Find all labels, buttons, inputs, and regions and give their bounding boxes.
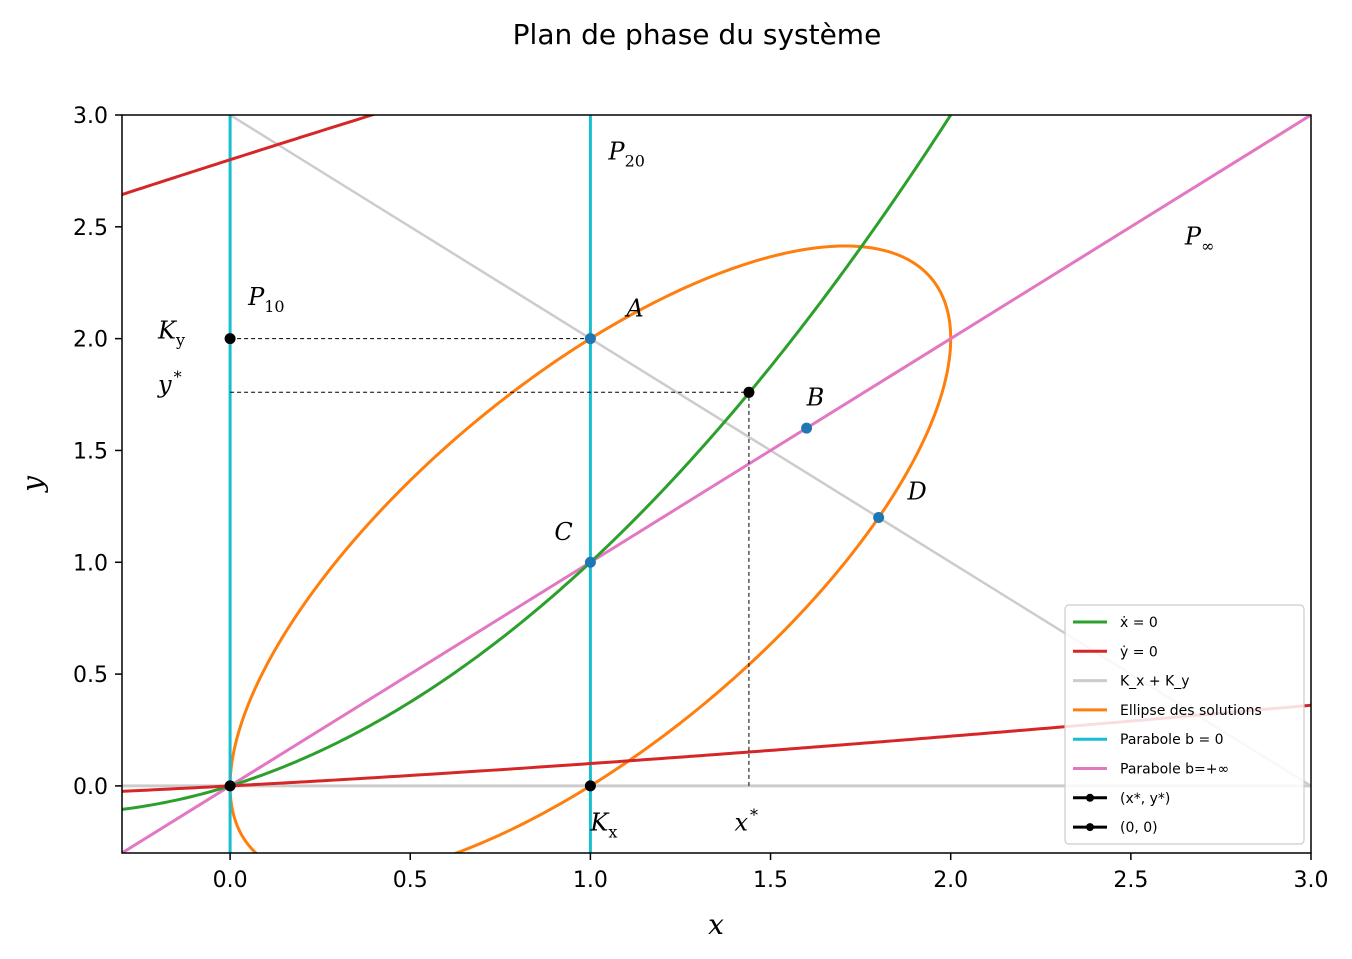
y-tick-label-0: 0.0 — [73, 775, 108, 800]
legend-label-3: Ellipse des solutions — [1120, 703, 1262, 719]
legend-label-2: K_x + K_y — [1120, 674, 1190, 690]
annotation-b: B — [806, 384, 825, 412]
point-a — [584, 333, 596, 345]
legend-entry-1: ẏ = 0 — [1073, 644, 1158, 660]
x-tick-label-3: 1.5 — [753, 868, 788, 893]
x-tick-label-1: 0.5 — [393, 868, 428, 893]
y-tick-label-4: 2.0 — [73, 328, 108, 353]
plot-frame — [121, 114, 1312, 854]
chart-title: Plan de phase du système — [513, 18, 882, 51]
legend-entry-0: ẋ = 0 — [1073, 615, 1158, 631]
x-tick-label-0: 0.0 — [213, 868, 248, 893]
series-xdot-zero-curve — [122, 115, 952, 811]
x-tick-label-6: 3.0 — [1294, 868, 1329, 893]
x-tick-label-5: 2.5 — [1113, 868, 1148, 893]
point-b — [801, 422, 813, 434]
y-axis-ticks: 0.0 0.5 1.0 1.5 2.0 2.5 3.0 — [73, 104, 122, 800]
y-tick-label-1: 0.5 — [73, 663, 108, 688]
points-layer — [224, 333, 885, 792]
annotation-kx: Kx — [589, 809, 617, 842]
legend-label-4: Parabole b = 0 — [1120, 732, 1224, 748]
legend-entry-4: Parabole b = 0 — [1073, 732, 1224, 748]
x-tick-label-4: 2.0 — [933, 868, 968, 893]
annotation-p10: P10 — [247, 283, 285, 316]
point-c — [584, 556, 596, 568]
annotation-d: D — [906, 478, 926, 506]
legend-entry-2: K_x + K_y — [1073, 674, 1190, 690]
legend-label-1: ẏ = 0 — [1120, 644, 1158, 660]
annotation-ky: Ky — [157, 317, 185, 350]
series-parabola-binf-line — [122, 115, 1311, 853]
legend-entry-6: (x*, y*) — [1073, 791, 1170, 807]
point-k-x — [584, 780, 596, 792]
x-axis-ticks: 0.0 0.5 1.0 1.5 2.0 2.5 3.0 — [213, 853, 1329, 893]
point-k-y — [224, 333, 236, 345]
legend-marker-7 — [1086, 823, 1094, 832]
reference-lines — [230, 338, 750, 786]
annotations-layer: A B C D Ky y * Kx x * P10 P20 P∞ — [157, 138, 1214, 842]
point-0-0 — [224, 780, 236, 792]
y-tick-label-6: 3.0 — [73, 104, 108, 129]
x-tick-label-2: 1.0 — [573, 868, 608, 893]
legend-box — [1064, 604, 1305, 845]
annotation-c: C — [554, 518, 572, 546]
point-x-y — [743, 386, 755, 398]
legend-label-5: Parabole b=+∞ — [1120, 762, 1229, 778]
series-ydot-zero-curve — [122, 115, 1311, 793]
y-tick-label-5: 2.5 — [73, 216, 108, 241]
legend-label-7: (0, 0) — [1120, 820, 1158, 836]
y-axis-label: y — [16, 475, 49, 494]
annotation-p20: P20 — [607, 138, 645, 171]
legend-marker-6 — [1086, 793, 1094, 802]
legend: ẋ = 0 ẏ = 0 K_x + K_y Ellipse des solutions… — [1064, 604, 1305, 845]
x-axis-label: x — [708, 908, 724, 941]
annotation-a: A — [624, 294, 643, 322]
annotation-p: P∞ — [1184, 223, 1214, 256]
y-tick-label-2: 1.0 — [73, 551, 108, 576]
legend-entry-5: Parabole b=+∞ — [1073, 762, 1229, 778]
point-d — [873, 512, 885, 524]
legend-entry-7: (0, 0) — [1073, 820, 1158, 836]
legend-entry-3: Ellipse des solutions — [1073, 703, 1262, 719]
annotation-xstar: x * — [735, 806, 759, 837]
annotation-ystar: y * — [157, 367, 182, 398]
y-tick-label-3: 1.5 — [73, 439, 108, 464]
legend-label-0: ẋ = 0 — [1120, 615, 1158, 631]
legend-label-6: (x*, y*) — [1120, 791, 1170, 807]
